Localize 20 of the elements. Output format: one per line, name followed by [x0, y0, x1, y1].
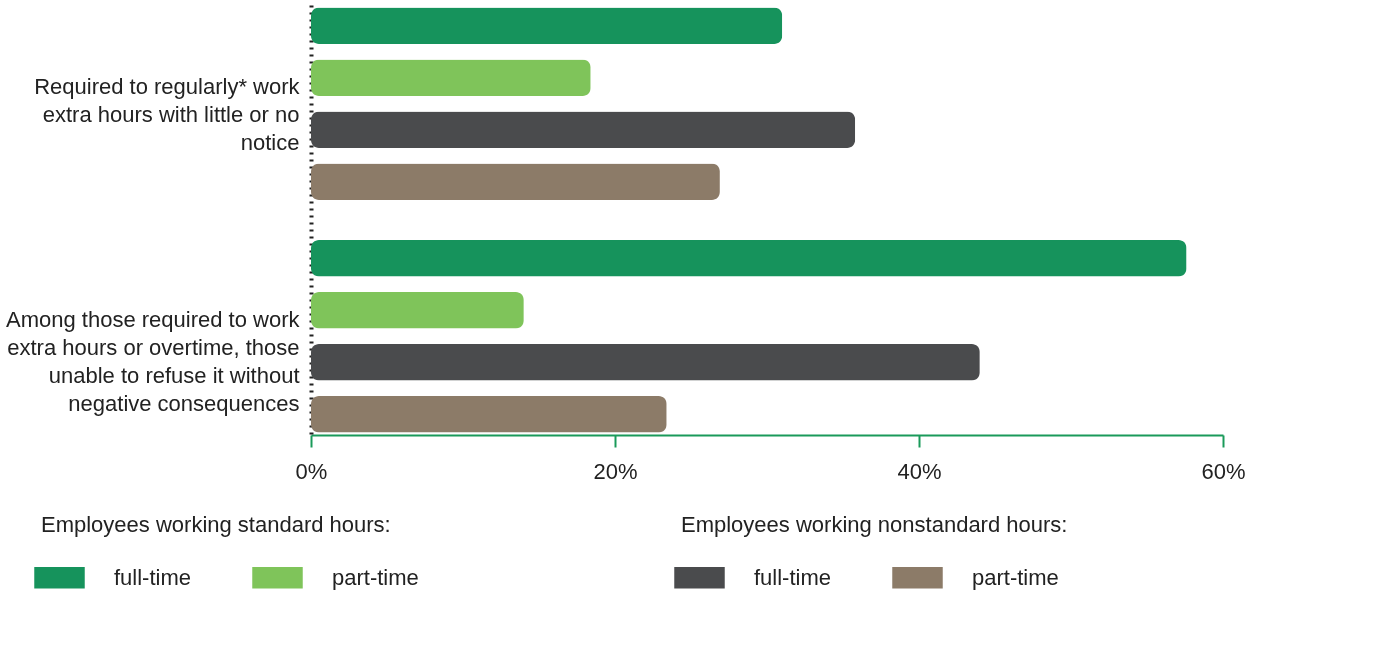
bar	[311, 292, 524, 329]
legend-label: full-time	[114, 564, 192, 590]
y-tick-label: Among those required to work extra hours or overtime, those unable to refuse it without negative consequences	[6, 306, 301, 416]
legend-label: full-time	[754, 564, 832, 590]
x-tick-label: 0%	[295, 458, 328, 484]
bar	[311, 396, 667, 433]
x-tick-label: 60%	[1201, 458, 1246, 484]
bar	[311, 344, 980, 381]
y-tick-label: Required to regularly* work extra hours with little or no notice	[34, 74, 301, 156]
bar	[311, 163, 720, 200]
x-tick-label: 40%	[897, 458, 942, 484]
legend-label: part-time	[972, 564, 1059, 590]
bar	[311, 111, 856, 148]
legend-label: part-time	[332, 564, 419, 590]
bar	[311, 7, 783, 44]
bar	[311, 59, 591, 96]
x-tick-label: 20%	[593, 458, 638, 484]
text: Employees working nonstandard hours:	[681, 512, 1068, 537]
text: Employees working standard hours:	[41, 512, 391, 537]
bar	[311, 240, 1187, 277]
